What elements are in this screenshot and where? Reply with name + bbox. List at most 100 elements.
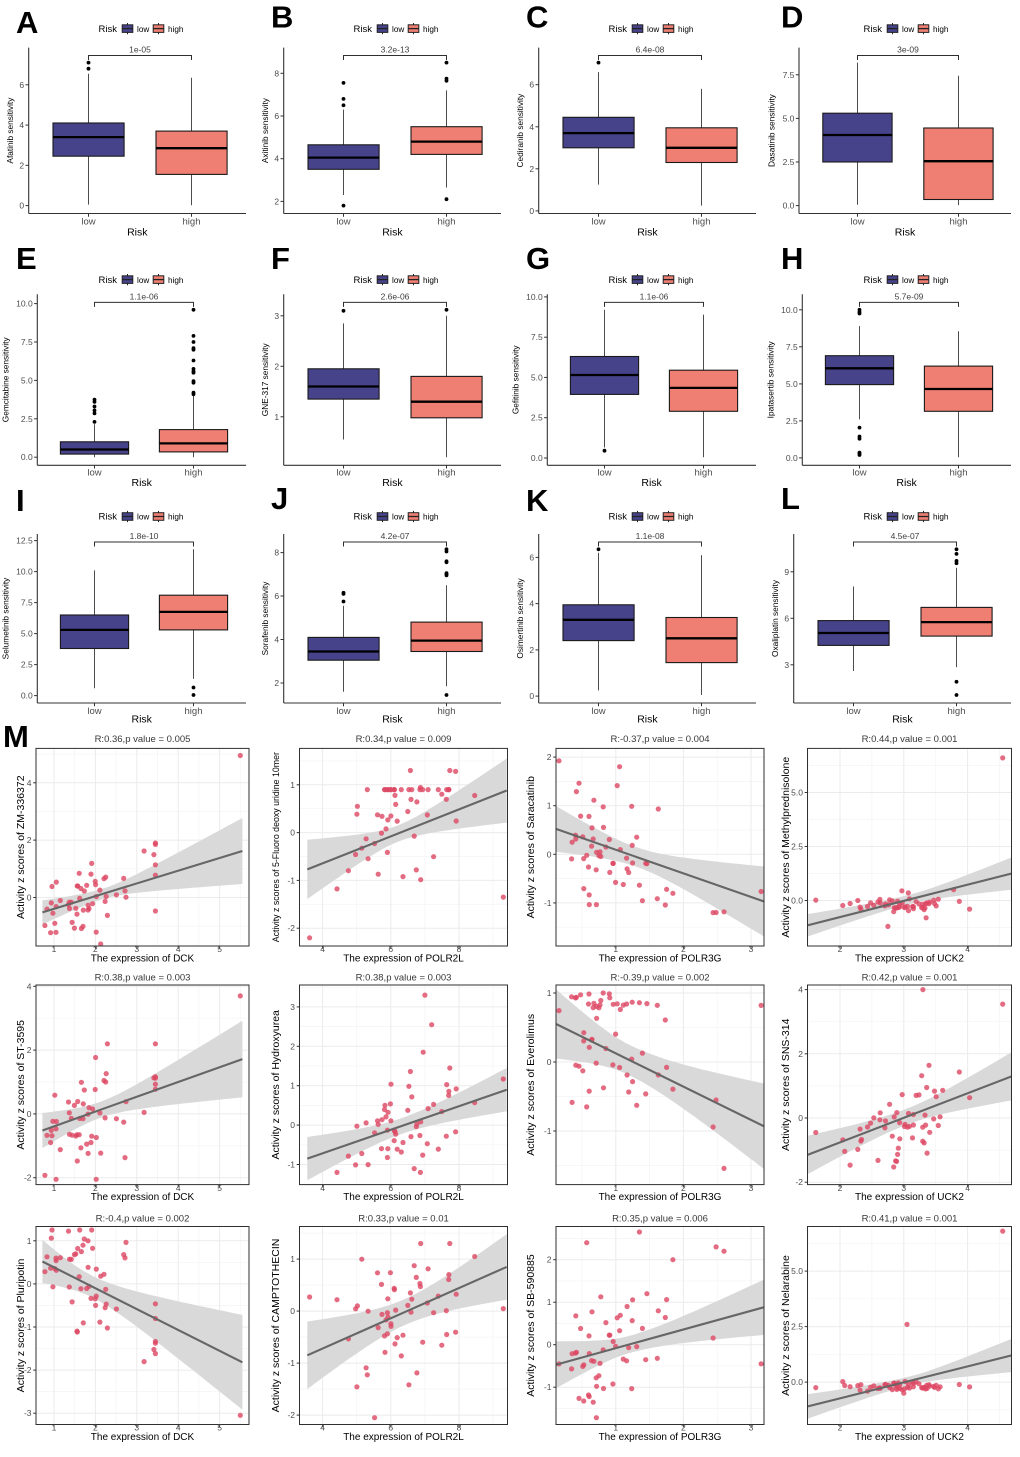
svg-text:The expression of POLR3G: The expression of POLR3G bbox=[599, 1192, 722, 1203]
svg-text:1.1e-08: 1.1e-08 bbox=[636, 531, 665, 541]
svg-text:R:0.38,p value = 0.003: R:0.38,p value = 0.003 bbox=[95, 973, 191, 984]
svg-text:1: 1 bbox=[290, 1254, 295, 1264]
svg-text:1: 1 bbox=[547, 988, 552, 998]
svg-text:7.5: 7.5 bbox=[21, 337, 33, 347]
svg-text:Risk: Risk bbox=[354, 512, 373, 523]
svg-text:4: 4 bbox=[320, 1423, 325, 1433]
svg-text:low: low bbox=[902, 25, 914, 34]
svg-text:low: low bbox=[137, 513, 149, 522]
svg-text:Risk: Risk bbox=[896, 477, 917, 489]
svg-text:high: high bbox=[950, 468, 968, 479]
svg-text:0.0: 0.0 bbox=[786, 453, 798, 463]
svg-text:Activity z scores of SNS-314: Activity z scores of SNS-314 bbox=[780, 1018, 792, 1151]
svg-text:Ipatasertib sensitivity: Ipatasertib sensitivity bbox=[766, 340, 776, 418]
svg-text:1.8e-10: 1.8e-10 bbox=[130, 531, 159, 541]
svg-text:2.5: 2.5 bbox=[791, 1322, 803, 1332]
svg-text:2.5: 2.5 bbox=[791, 842, 803, 852]
svg-text:6: 6 bbox=[274, 591, 279, 601]
svg-text:-2: -2 bbox=[795, 1177, 803, 1187]
svg-text:low: low bbox=[336, 216, 350, 227]
svg-text:R:0.33,p value = 0.01: R:0.33,p value = 0.01 bbox=[358, 1214, 449, 1225]
svg-text:-2: -2 bbox=[287, 923, 295, 933]
svg-text:-1: -1 bbox=[24, 1322, 32, 1332]
svg-text:6: 6 bbox=[388, 944, 393, 954]
svg-text:2: 2 bbox=[93, 1423, 98, 1433]
svg-text:4: 4 bbox=[176, 944, 181, 954]
svg-text:1: 1 bbox=[613, 1423, 618, 1433]
svg-text:Activity z scores of Methylpre: Activity z scores of Methylprednisolone bbox=[780, 757, 792, 938]
svg-text:R:0.38,p value = 0.003: R:0.38,p value = 0.003 bbox=[356, 973, 452, 984]
svg-text:8: 8 bbox=[457, 1423, 462, 1433]
svg-text:2: 2 bbox=[93, 1183, 98, 1193]
svg-text:high: high bbox=[168, 25, 184, 34]
svg-text:low: low bbox=[87, 706, 101, 717]
svg-text:0: 0 bbox=[290, 828, 295, 838]
svg-text:Gemcitabine sensitivity: Gemcitabine sensitivity bbox=[1, 337, 11, 423]
svg-text:The expression of POLR2L: The expression of POLR2L bbox=[343, 1192, 464, 1203]
svg-text:0.0: 0.0 bbox=[783, 201, 795, 211]
svg-text:0.0: 0.0 bbox=[21, 452, 33, 462]
svg-text:4: 4 bbox=[965, 944, 970, 954]
svg-text:4.2e-07: 4.2e-07 bbox=[381, 531, 410, 541]
svg-text:R:0.36,p value = 0.005: R:0.36,p value = 0.005 bbox=[95, 734, 191, 745]
svg-text:5.0: 5.0 bbox=[791, 1266, 803, 1276]
svg-text:5.0: 5.0 bbox=[21, 375, 33, 385]
svg-text:1: 1 bbox=[613, 1183, 618, 1193]
svg-text:1: 1 bbox=[547, 1297, 552, 1307]
svg-text:-1: -1 bbox=[287, 1160, 295, 1170]
svg-text:R:0.34,p value = 0.009: R:0.34,p value = 0.009 bbox=[356, 734, 452, 745]
svg-text:0: 0 bbox=[547, 1340, 552, 1350]
svg-text:8: 8 bbox=[457, 1183, 462, 1193]
svg-text:2: 2 bbox=[529, 164, 534, 174]
svg-text:4: 4 bbox=[798, 985, 803, 995]
svg-text:-1: -1 bbox=[544, 1382, 552, 1392]
svg-text:Risk: Risk bbox=[864, 24, 883, 35]
svg-text:GNE-317 sensitivity: GNE-317 sensitivity bbox=[260, 343, 270, 417]
svg-text:0: 0 bbox=[290, 1306, 295, 1316]
svg-text:high: high bbox=[168, 513, 184, 522]
svg-text:Activity z scores of 5-Fluoro: Activity z scores of 5-Fluoro deoxy urid… bbox=[271, 752, 281, 942]
svg-text:-1: -1 bbox=[544, 1126, 552, 1136]
svg-text:1e-05: 1e-05 bbox=[129, 45, 151, 55]
svg-text:1: 1 bbox=[52, 1183, 57, 1193]
svg-text:-2: -2 bbox=[287, 1410, 295, 1420]
svg-text:high: high bbox=[933, 25, 949, 34]
svg-text:Gefitinib sensitivity: Gefitinib sensitivity bbox=[511, 345, 521, 415]
svg-text:low: low bbox=[597, 468, 611, 479]
svg-text:R:0.44,p value = 0.001: R:0.44,p value = 0.001 bbox=[862, 734, 958, 745]
svg-text:2: 2 bbox=[838, 1423, 843, 1433]
svg-text:7.5: 7.5 bbox=[531, 332, 543, 342]
svg-text:The expression of UCK2: The expression of UCK2 bbox=[855, 1432, 964, 1443]
svg-text:high: high bbox=[185, 706, 203, 717]
svg-text:2: 2 bbox=[838, 944, 843, 954]
svg-text:The expression of POLR2L: The expression of POLR2L bbox=[343, 1432, 464, 1443]
svg-text:Activity z scores of SB-590885: Activity z scores of SB-590885 bbox=[525, 1254, 537, 1397]
svg-text:low: low bbox=[591, 706, 605, 717]
svg-text:H: H bbox=[781, 241, 803, 276]
svg-text:7.5: 7.5 bbox=[21, 598, 33, 608]
svg-text:L: L bbox=[781, 481, 800, 516]
svg-text:high: high bbox=[948, 706, 966, 717]
svg-text:4: 4 bbox=[274, 154, 279, 164]
svg-text:low: low bbox=[81, 216, 95, 227]
svg-text:7.5: 7.5 bbox=[786, 342, 798, 352]
svg-text:6: 6 bbox=[388, 1423, 393, 1433]
svg-text:D: D bbox=[781, 0, 803, 35]
svg-text:2.5: 2.5 bbox=[786, 416, 798, 426]
svg-text:6: 6 bbox=[19, 80, 24, 90]
svg-text:high: high bbox=[693, 706, 711, 717]
svg-text:10.0: 10.0 bbox=[16, 299, 33, 309]
svg-text:5.7e-09: 5.7e-09 bbox=[895, 292, 924, 302]
svg-text:-1: -1 bbox=[287, 1358, 295, 1368]
svg-text:high: high bbox=[183, 216, 201, 227]
svg-text:low: low bbox=[336, 706, 350, 717]
svg-text:high: high bbox=[423, 276, 439, 285]
svg-text:Risk: Risk bbox=[609, 512, 628, 523]
svg-text:Cediranib sensitivity: Cediranib sensitivity bbox=[515, 93, 525, 168]
svg-text:low: low bbox=[647, 276, 659, 285]
svg-text:1: 1 bbox=[52, 944, 57, 954]
svg-text:3: 3 bbox=[749, 944, 754, 954]
svg-text:Risk: Risk bbox=[354, 24, 373, 35]
svg-text:3: 3 bbox=[134, 1183, 139, 1193]
svg-text:8: 8 bbox=[457, 944, 462, 954]
